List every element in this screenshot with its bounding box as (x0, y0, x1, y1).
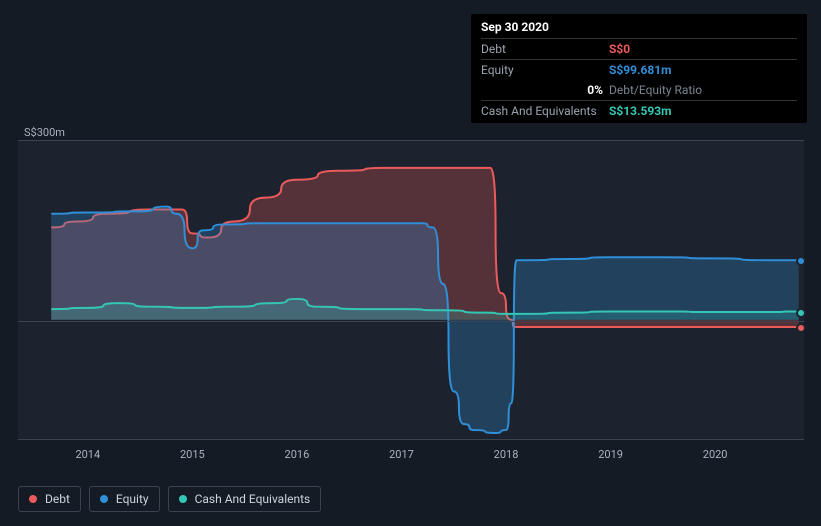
x-axis-label: 2019 (598, 448, 623, 461)
end-marker-cash (796, 308, 806, 318)
legend-label: Debt (45, 492, 70, 506)
tooltip-row-value: S$0 (609, 42, 630, 56)
end-marker-debt (796, 323, 806, 333)
tooltip-cash-label: Cash And Equivalents (481, 104, 609, 118)
x-axis-label: 2015 (180, 448, 205, 461)
tooltip-row-label: Equity (481, 63, 609, 77)
plot-area[interactable] (18, 140, 804, 440)
x-axis-label: 2020 (703, 448, 728, 461)
x-axis-label: 2017 (389, 448, 414, 461)
tooltip-date: Sep 30 2020 (481, 20, 797, 38)
tooltip-ratio-row: 0% Debt/Equity Ratio (481, 80, 797, 100)
legend-dot-icon (100, 495, 108, 503)
tooltip-row-label: Debt (481, 42, 609, 56)
x-axis-label: 2018 (494, 448, 519, 461)
x-axis-label: 2014 (75, 448, 100, 461)
legend-item-debt[interactable]: Debt (18, 486, 81, 512)
tooltip-cash-row: Cash And Equivalents S$13.593m (481, 100, 797, 121)
chart[interactable]: S$300mS$0-S$200m 20142015201620172018201… (18, 120, 804, 465)
y-axis-label: S$300m (24, 126, 65, 139)
x-axis-label: 2016 (285, 448, 310, 461)
legend-label: Cash And Equivalents (195, 492, 311, 506)
grid-line (18, 321, 804, 322)
tooltip-ratio-value: 0% (481, 83, 609, 97)
tooltip-row: EquityS$99.681m (481, 59, 797, 80)
legend-dot-icon (29, 495, 37, 503)
legend-item-cash[interactable]: Cash And Equivalents (168, 486, 322, 512)
tooltip-ratio-label: Debt/Equity Ratio (609, 83, 702, 97)
tooltip-row-value: S$99.681m (609, 63, 672, 77)
tooltip-row: DebtS$0 (481, 38, 797, 59)
legend: Debt Equity Cash And Equivalents (18, 486, 321, 512)
end-marker-equity (796, 256, 806, 266)
legend-item-equity[interactable]: Equity (89, 486, 160, 512)
chart-tooltip: Sep 30 2020 DebtS$0EquityS$99.681m 0% De… (471, 14, 807, 123)
legend-dot-icon (179, 495, 187, 503)
legend-label: Equity (116, 492, 149, 506)
tooltip-cash-value: S$13.593m (609, 104, 672, 118)
